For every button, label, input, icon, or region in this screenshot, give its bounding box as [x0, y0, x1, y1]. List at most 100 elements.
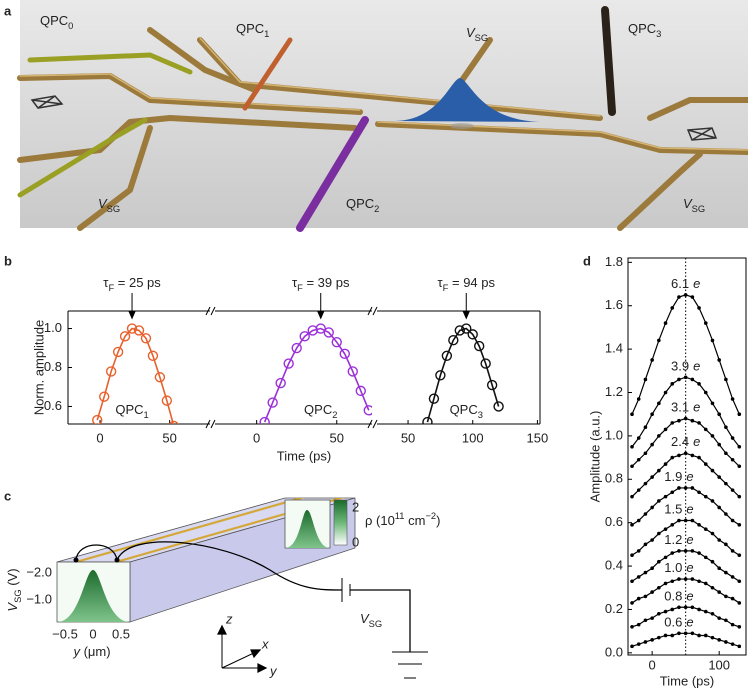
- device-label-part: V: [466, 25, 476, 40]
- data-point: [663, 555, 668, 560]
- device-label: QPC1: [236, 21, 269, 39]
- device-label-part: QPC: [628, 21, 656, 36]
- plot-area: [422, 323, 504, 424]
- colorbar-title-part: −2: [425, 511, 436, 521]
- data-point: [710, 434, 715, 438]
- data-point: [710, 611, 715, 616]
- arrowhead: [250, 649, 262, 659]
- data-point: [697, 523, 701, 527]
- data-point: [683, 293, 688, 297]
- data-point: [643, 451, 648, 456]
- device-rendering: [17, 0, 748, 232]
- data-point: [717, 505, 721, 510]
- device-label-part: SG: [475, 33, 489, 43]
- data-point: [703, 462, 708, 466]
- data-point: [663, 494, 668, 499]
- curve-label: QPC2: [304, 402, 337, 420]
- data-point: [670, 551, 675, 555]
- data-point: [493, 401, 504, 412]
- data-point: [643, 542, 648, 547]
- data-point: [690, 518, 695, 523]
- data-point: [663, 462, 668, 466]
- axis-name: x: [261, 636, 269, 651]
- data-point: [663, 609, 668, 614]
- data-point: [291, 342, 302, 354]
- data-point: [448, 335, 459, 346]
- data-point: [636, 436, 641, 440]
- device-label-part: SG: [107, 204, 121, 214]
- data-point: [670, 523, 675, 527]
- axis-title-part: V: [5, 602, 20, 612]
- data-point: [428, 393, 440, 404]
- annotation: τF = 39 ps: [292, 275, 350, 293]
- y-tick-label: 1.0: [44, 320, 62, 335]
- data-point: [683, 375, 688, 380]
- data-point: [724, 640, 728, 644]
- colorbar-tick-label: 0: [352, 534, 359, 549]
- data-point: [630, 412, 634, 416]
- plot-area: [92, 323, 179, 424]
- data-point: [347, 366, 358, 377]
- x-tick-label: 50: [162, 430, 176, 445]
- x-axis-title: Time (ps): [660, 673, 714, 688]
- data-point: [636, 488, 641, 492]
- data-point: [697, 382, 701, 386]
- data-point: [690, 631, 695, 636]
- data-point: [630, 624, 634, 629]
- data-point: [650, 475, 654, 479]
- annotation: τF = 25 ps: [103, 275, 161, 293]
- data-point: [677, 549, 681, 553]
- y-tick-label: 1.6: [605, 297, 623, 312]
- data-point: [454, 325, 465, 336]
- data-point: [267, 397, 278, 408]
- panel-label: b: [4, 253, 12, 268]
- data-point: [724, 594, 728, 599]
- data-point: [657, 401, 661, 406]
- axis-name: z: [225, 611, 233, 626]
- data-point: [636, 518, 641, 523]
- data-point: [683, 518, 688, 523]
- data-point: [690, 418, 695, 423]
- data-point: [710, 531, 715, 536]
- annotation-part: F: [297, 283, 303, 293]
- data-point: [650, 358, 654, 362]
- data-point: [724, 425, 728, 430]
- data-point: [710, 559, 715, 564]
- qpc3-gate: [601, 6, 616, 116]
- data-point: [643, 377, 648, 382]
- panel-label: c: [4, 488, 11, 503]
- data-point: [690, 577, 695, 581]
- data-point: [670, 490, 675, 495]
- device-label: VSG: [466, 25, 488, 43]
- gate-strip: [72, 498, 305, 562]
- data-point: [119, 331, 131, 342]
- gates: [17, 27, 748, 231]
- data-point: [730, 436, 735, 440]
- plot-area: [630, 293, 742, 649]
- curve-label: 3.1 e: [671, 400, 700, 415]
- data-point: [315, 323, 326, 334]
- data-point: [670, 306, 675, 310]
- data-point: [299, 331, 310, 342]
- data-point: [630, 601, 634, 605]
- device-label: QPC2: [346, 196, 379, 214]
- data-point: [657, 531, 661, 536]
- y-tick-label: 1.4: [605, 341, 623, 356]
- tick-label: −2.0: [26, 564, 52, 579]
- arrowhead: [257, 663, 268, 673]
- tick-label: −0.5: [52, 626, 78, 641]
- data-point: [737, 464, 742, 469]
- data-point: [730, 549, 735, 553]
- data-point: [363, 405, 372, 416]
- wavepacket-shadow: [450, 123, 474, 129]
- data-point: [683, 451, 688, 456]
- x-tick-label: 0: [649, 657, 656, 672]
- device-label-part: 0: [68, 21, 73, 31]
- data-point: [683, 631, 688, 636]
- data-point: [690, 486, 695, 490]
- y-tick-label: 0.2: [605, 601, 623, 616]
- data-point: [636, 642, 641, 646]
- device-label-part: QPC: [40, 13, 68, 28]
- curve-label: 1.0 e: [664, 561, 693, 576]
